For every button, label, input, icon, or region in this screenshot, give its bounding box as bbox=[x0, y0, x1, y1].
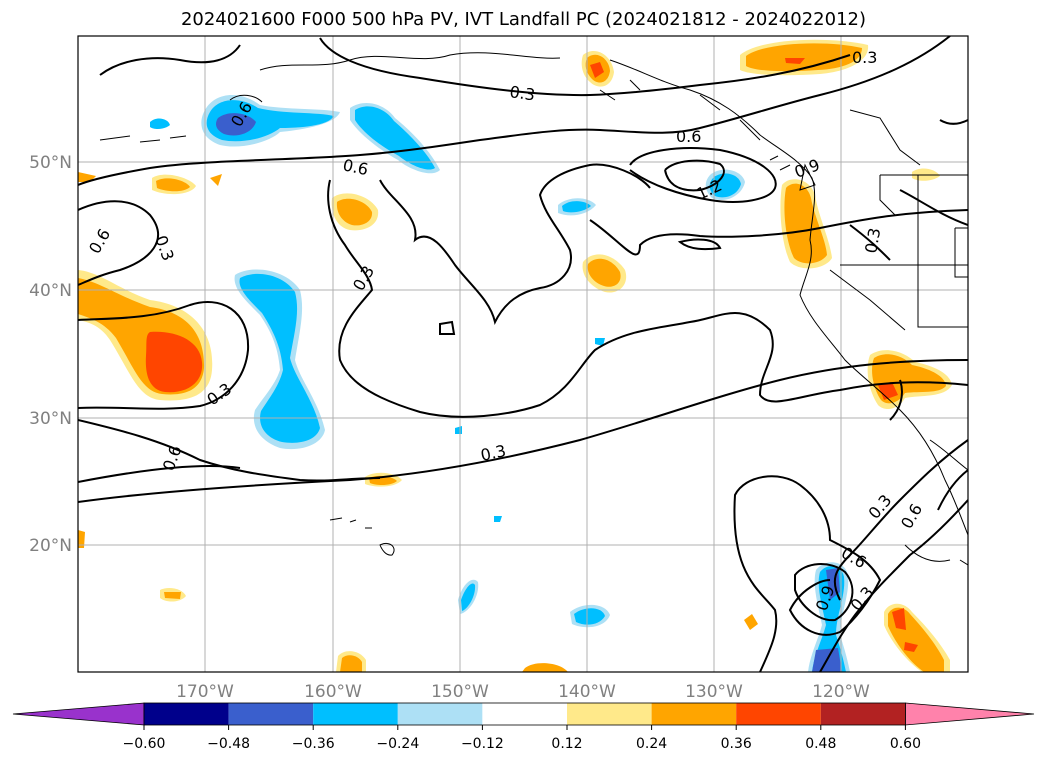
lon-label: 160°W bbox=[304, 682, 362, 702]
colorbar-segment bbox=[567, 703, 652, 725]
lon-label: 130°W bbox=[685, 682, 743, 702]
colorbar-segment bbox=[313, 703, 398, 725]
contour-label: 0.6 bbox=[676, 127, 701, 146]
pv-contours bbox=[78, 36, 968, 672]
lon-label: 170°W bbox=[176, 682, 234, 702]
colorbar-tick-label: −0.48 bbox=[207, 736, 250, 752]
pc-positive-region-small bbox=[78, 39, 952, 672]
contour-label: 0.3 bbox=[479, 441, 508, 465]
colorbar-segment bbox=[736, 703, 821, 725]
colorbar-tick-label: −0.60 bbox=[123, 736, 166, 752]
colorbar: −0.60 −0.48 −0.36 −0.24 −0.12 0.12 0.24 … bbox=[12, 702, 1035, 752]
colorbar-tick-label: −0.12 bbox=[461, 736, 504, 752]
contour-label: 0.3 bbox=[508, 82, 536, 104]
colorbar-tick-label: 0.48 bbox=[805, 736, 836, 752]
colorbar-segment bbox=[820, 703, 906, 725]
colorbar-tick-label: 0.36 bbox=[721, 736, 752, 752]
page-title: 2024021600 F000 500 hPa PV, IVT Landfall… bbox=[180, 9, 867, 30]
colorbar-segment bbox=[228, 703, 314, 725]
colorbar-tick-label: 0.60 bbox=[890, 736, 921, 752]
pc-positive-region-west bbox=[78, 270, 213, 401]
colorbar-segment bbox=[144, 703, 229, 725]
lon-label: 120°W bbox=[812, 682, 870, 702]
colorbar-ticks bbox=[143, 725, 906, 730]
longitude-labels: 170°W 160°W 150°W 140°W 130°W 120°W bbox=[176, 682, 870, 702]
contour-label: 0.6 bbox=[341, 155, 370, 179]
colorbar-tick-label: 0.24 bbox=[636, 736, 667, 752]
colorbar-tick-label: −0.36 bbox=[292, 736, 335, 752]
map-frame bbox=[77, 35, 969, 673]
colorbar-segment bbox=[482, 703, 567, 725]
coastlines bbox=[99, 52, 968, 566]
colorbar-segment bbox=[651, 703, 737, 725]
lon-label: 150°W bbox=[431, 682, 489, 702]
pc-negative-region bbox=[150, 94, 850, 672]
lat-label: 50°N bbox=[29, 153, 72, 173]
colorbar-outline bbox=[143, 702, 906, 726]
colorbar-tick-label: 0.12 bbox=[551, 736, 582, 752]
colorbar-extend-high bbox=[905, 702, 1035, 726]
lat-label: 40°N bbox=[29, 281, 72, 301]
colorbar-extend-low bbox=[12, 702, 145, 726]
contour-label: 0.3 bbox=[852, 48, 877, 67]
contour-label: 0.3 bbox=[861, 226, 884, 254]
colorbar-tick-label: −0.24 bbox=[376, 736, 419, 752]
latitude-labels: 50°N 40°N 30°N 20°N bbox=[29, 153, 72, 556]
lat-label: 30°N bbox=[29, 409, 72, 429]
colorbar-segment bbox=[397, 703, 483, 725]
lat-label: 20°N bbox=[29, 536, 72, 556]
map-content bbox=[78, 36, 968, 672]
lon-label: 140°W bbox=[558, 682, 616, 702]
